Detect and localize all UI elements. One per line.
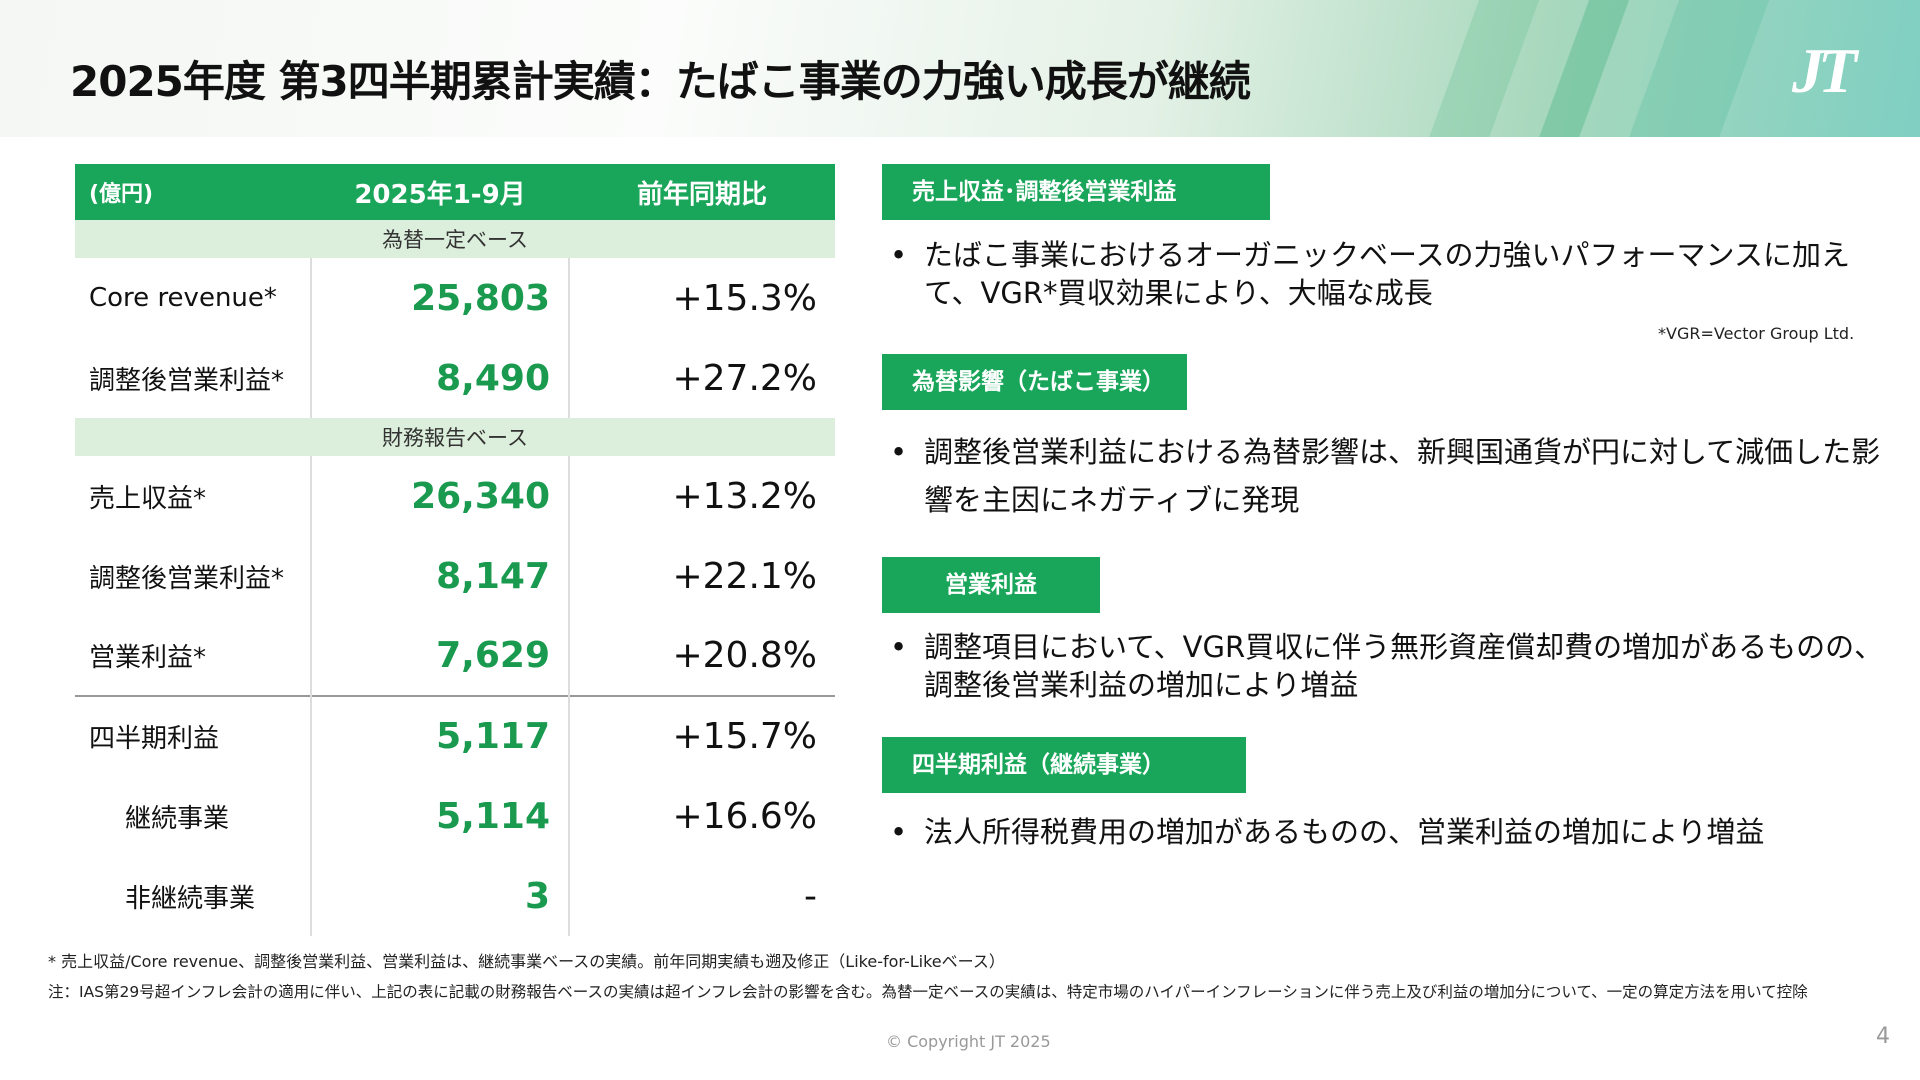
row-change: +13.2% bbox=[672, 475, 817, 517]
row-change: +20.8% bbox=[672, 635, 817, 676]
table-row: 調整後営業利益* 8,147 +22.1% bbox=[75, 536, 835, 616]
table-row: 非継続事業 3 - bbox=[75, 856, 835, 936]
bullet-fx: • 調整後営業利益における為替影響は、新興国通貨が円に対して減価した影響を主因にネ… bbox=[890, 428, 1890, 524]
bullet-icon: • bbox=[890, 630, 908, 664]
row-change: +27.2% bbox=[672, 357, 817, 399]
row-value: 3 bbox=[311, 856, 570, 936]
row-value: 5,114 bbox=[311, 776, 570, 856]
jt-logo: JT bbox=[1792, 35, 1857, 106]
row-label: 調整後営業利益* bbox=[75, 536, 312, 616]
bullet-text: 法人所得税費用の増加があるものの、営業利益の増加により増益 bbox=[924, 815, 1765, 849]
bullet-text: たばこ事業におけるオーガニックベースの力強いパフォーマンスに加えて、VGR*買収… bbox=[924, 238, 1850, 310]
section-label-profit: 四半期利益（継続事業） bbox=[882, 737, 1246, 793]
row-change: +15.7% bbox=[569, 695, 835, 776]
header-unit: (億円) bbox=[75, 164, 311, 220]
vgr-note: *VGR=Vector Group Ltd. bbox=[1658, 324, 1855, 343]
footnote-1: * 売上収益/Core revenue、調整後営業利益、営業利益は、継続事業ベー… bbox=[48, 952, 1005, 971]
row-change: - bbox=[804, 875, 817, 917]
header-period: 2025年1-9月 bbox=[311, 164, 569, 220]
subheader-reported: 財務報告ベース bbox=[75, 418, 835, 456]
row-value: 8,147 bbox=[311, 536, 570, 616]
results-table: (億円) 2025年1-9月 前年同期比 為替一定ベース Core revenu… bbox=[75, 164, 835, 936]
bullet-op: • 調整項目において、VGR買収に伴う無形資産償却費の増加があるものの、調整後営業… bbox=[890, 628, 1890, 704]
table-row: 四半期利益 5,117 +15.7% bbox=[75, 695, 835, 776]
bullet-icon: • bbox=[890, 435, 908, 469]
row-value: 7,629 bbox=[311, 616, 570, 696]
bullet-icon: • bbox=[890, 238, 908, 272]
row-label: 継続事業 bbox=[75, 776, 312, 856]
table-row: 調整後営業利益* 8,490 +27.2% bbox=[75, 338, 835, 418]
row-label: 調整後営業利益* bbox=[75, 338, 312, 418]
table-row: 継続事業 5,114 +16.6% bbox=[75, 776, 835, 856]
section-label-revenue: 売上収益･調整後営業利益 bbox=[882, 164, 1270, 220]
row-label: 営業利益* bbox=[75, 616, 312, 696]
table-row: 売上収益* 26,340 +13.2% bbox=[75, 456, 835, 536]
copyright: © Copyright JT 2025 bbox=[886, 1032, 1051, 1051]
row-label: 売上収益* bbox=[75, 456, 312, 536]
bullet-text: 調整項目において、VGR買収に伴う無形資産償却費の増加があるものの、調整後営業利… bbox=[924, 630, 1884, 702]
section-label-fx: 為替影響（たばこ事業） bbox=[882, 354, 1187, 410]
section-label-op: 営業利益 bbox=[882, 557, 1100, 613]
table-row: 営業利益* 7,629 +20.8% bbox=[75, 616, 835, 696]
row-label: Core revenue* bbox=[75, 258, 312, 338]
page-title: 2025年度 第3四半期累計実績：たばこ事業の力強い成長が継続 bbox=[70, 57, 1251, 106]
row-label: 非継続事業 bbox=[75, 856, 312, 936]
row-value: 25,803 bbox=[311, 258, 570, 338]
row-value: 8,490 bbox=[311, 338, 570, 418]
row-label: 四半期利益 bbox=[75, 695, 312, 776]
header-yoy: 前年同期比 bbox=[569, 164, 835, 220]
bullet-revenue: • たばこ事業におけるオーガニックベースの力強いパフォーマンスに加えて、VGR*買… bbox=[890, 236, 1890, 312]
row-change: +15.3% bbox=[672, 277, 817, 319]
row-value: 5,117 bbox=[311, 695, 570, 776]
table-row: Core revenue* 25,803 +15.3% bbox=[75, 258, 835, 338]
row-change: +22.1% bbox=[672, 555, 817, 597]
row-value: 26,340 bbox=[311, 456, 570, 536]
subheader-constant-fx: 為替一定ベース bbox=[75, 220, 835, 258]
bullet-profit: • 法人所得税費用の増加があるものの、営業利益の増加により増益 bbox=[890, 813, 1890, 851]
bullet-icon: • bbox=[890, 815, 908, 849]
header-banner: 2025年度 第3四半期累計実績：たばこ事業の力強い成長が継続 JT bbox=[0, 0, 1920, 137]
footnote-2: 注：IAS第29号超インフレ会計の適用に伴い、上記の表に記載の財務報告ベースの実… bbox=[48, 983, 1808, 1001]
page-number: 4 bbox=[1876, 1024, 1890, 1049]
row-change: +16.6% bbox=[672, 795, 817, 837]
bullet-text: 調整後営業利益における為替影響は、新興国通貨が円に対して減価した影響を主因にネガ… bbox=[924, 435, 1881, 517]
